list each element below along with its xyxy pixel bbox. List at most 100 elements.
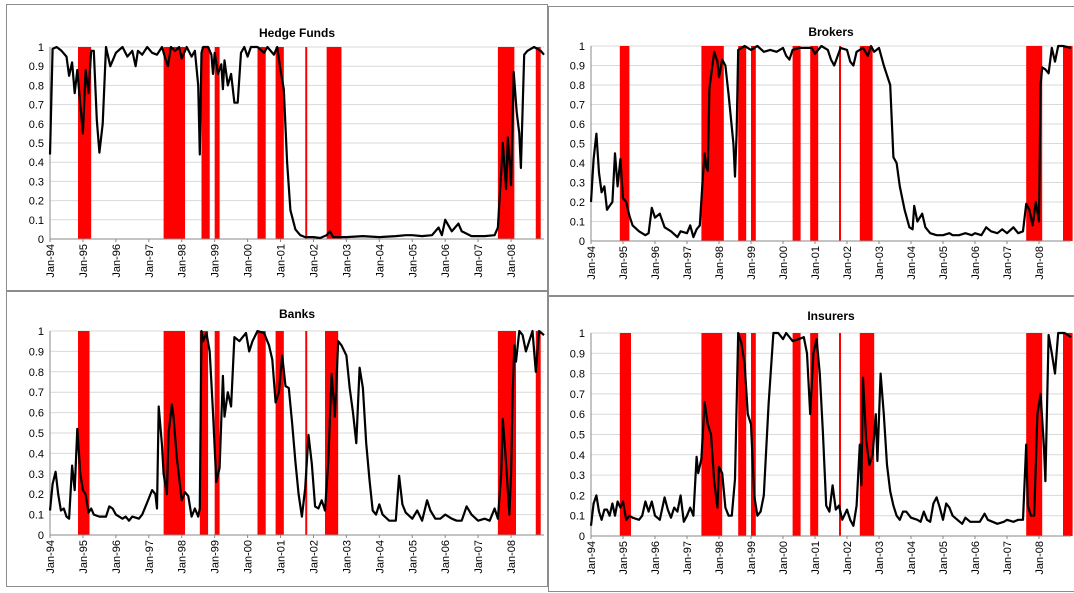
insurers-crisis-shading bbox=[1026, 333, 1043, 536]
banks-y-tick-label: 0.1 bbox=[29, 510, 44, 522]
brokers-crisis-shading bbox=[619, 46, 630, 241]
insurers-chart-title: Insurers bbox=[807, 309, 855, 323]
banks-x-tick-label: Jan-04 bbox=[374, 540, 386, 574]
banks-y-tick-label: 0.7 bbox=[29, 387, 44, 399]
banks-x-tick-label: Jan-06 bbox=[440, 540, 452, 574]
hedge-funds-crisis-shading bbox=[257, 47, 266, 239]
insurers-x-tick-label: Jan-02 bbox=[842, 541, 854, 575]
brokers-x-tick-label: Jan-98 bbox=[714, 246, 726, 280]
insurers-x-tick-label: Jan-94 bbox=[586, 541, 598, 575]
hedge-funds-crisis-shading bbox=[201, 47, 210, 239]
hedge-funds-x-tick-label: Jan-02 bbox=[308, 244, 320, 278]
hedge-funds-x-tick-label: Jan-00 bbox=[243, 244, 255, 278]
insurers-x-tick-label: Jan-04 bbox=[906, 541, 918, 575]
brokers-x-tick-label: Jan-03 bbox=[874, 246, 886, 280]
banks-y-tick-label: 1 bbox=[38, 326, 44, 338]
hedge-funds-x-tick-label: Jan-97 bbox=[144, 244, 156, 278]
banks-crisis-shading bbox=[324, 331, 339, 535]
hedge-funds-y-tick-label: 0.2 bbox=[29, 196, 44, 208]
banks-crisis-shading bbox=[305, 331, 308, 535]
banks-x-tick-label: Jan-08 bbox=[506, 540, 518, 574]
hedge-funds-y-tick-label: 0.5 bbox=[29, 138, 44, 150]
banks-x-tick-label: Jan-02 bbox=[308, 540, 320, 574]
brokers-x-tick-label: Jan-96 bbox=[650, 246, 662, 280]
insurers-x-tick-label: Jan-00 bbox=[778, 541, 790, 575]
brokers-x-tick-label: Jan-01 bbox=[810, 246, 822, 280]
chart-svg-hedge-funds: Hedge Funds 0 0.1 0.2 0.3 0.4 0.5 0.6 0.7 0.8 0.9 1… bbox=[29, 26, 545, 278]
brokers-x-tick-label: Jan-99 bbox=[746, 246, 758, 280]
brokers-crisis-shading bbox=[859, 46, 873, 241]
hedge-funds-x-tick-label: Jan-95 bbox=[78, 244, 90, 278]
banks-x-tick-label: Jan-96 bbox=[111, 540, 123, 574]
hedge-funds-x-tick-label: Jan-03 bbox=[341, 244, 353, 278]
hedge-funds-y-tick-label: 0 bbox=[38, 234, 44, 246]
banks-x-tick-label: Jan-94 bbox=[45, 540, 57, 574]
insurers-y-tick-label: 0.1 bbox=[570, 511, 585, 523]
brokers-x-tick-label: Jan-07 bbox=[1002, 246, 1014, 280]
brokers-x-tick-label: Jan-94 bbox=[586, 246, 598, 280]
brokers-y-tick-label: 0.9 bbox=[570, 61, 585, 73]
hedge-funds-x-tick-label: Jan-04 bbox=[374, 244, 386, 278]
banks-crisis-shading bbox=[535, 331, 541, 535]
hedge-funds-y-tick-label: 0.9 bbox=[29, 61, 44, 73]
insurers-y-tick-label: 1 bbox=[579, 328, 585, 340]
banks-x-tick-label: Jan-97 bbox=[144, 540, 156, 574]
banks-x-tick-label: Jan-01 bbox=[276, 540, 288, 574]
hedge-funds-crisis-shading bbox=[163, 47, 186, 239]
hedge-funds-crisis-shading bbox=[326, 47, 342, 239]
banks-chart-title: Banks bbox=[279, 307, 315, 321]
insurers-crisis-shading bbox=[839, 333, 841, 536]
chart-panel-hedge-funds: Hedge Funds 0 0.1 0.2 0.3 0.4 0.5 0.6 0.7 0.8 0.9 1… bbox=[6, 4, 548, 291]
hedge-funds-x-tick-label: Jan-06 bbox=[440, 244, 452, 278]
hedge-funds-y-tick-label: 0.8 bbox=[29, 80, 44, 92]
hedge-funds-x-tick-label: Jan-98 bbox=[177, 244, 189, 278]
chart-svg-insurers: Insurers 0 0.1 0.2 0.3 0.4 0.5 0.6 0.7 0.8 0.9 1 Jan… bbox=[570, 309, 1073, 575]
banks-x-tick-label: Jan-05 bbox=[407, 540, 419, 574]
brokers-y-tick-label: 0.1 bbox=[570, 217, 585, 229]
hedge-funds-crisis-shading bbox=[275, 47, 284, 239]
brokers-x-tick-label: Jan-04 bbox=[906, 246, 918, 280]
brokers-y-tick-label: 0.6 bbox=[570, 119, 585, 131]
brokers-y-tick-label: 0.8 bbox=[570, 80, 585, 92]
hedge-funds-x-tick-label: Jan-96 bbox=[111, 244, 123, 278]
insurers-x-tick-label: Jan-06 bbox=[970, 541, 982, 575]
insurers-y-tick-label: 0.5 bbox=[570, 430, 585, 442]
brokers-x-tick-label: Jan-00 bbox=[778, 246, 790, 280]
insurers-x-tick-label: Jan-97 bbox=[682, 541, 694, 575]
hedge-funds-crisis-shading bbox=[305, 47, 308, 239]
hedge-funds-x-tick-label: Jan-08 bbox=[506, 244, 518, 278]
hedge-funds-y-tick-label: 0.7 bbox=[29, 100, 44, 112]
hedge-funds-y-tick-label: 0.3 bbox=[29, 176, 44, 188]
insurers-x-tick-label: Jan-98 bbox=[714, 541, 726, 575]
hedge-funds-chart-title: Hedge Funds bbox=[259, 26, 335, 40]
brokers-y-tick-label: 0 bbox=[579, 236, 585, 248]
banks-series-line bbox=[48, 329, 545, 522]
insurers-series-line bbox=[589, 331, 1072, 527]
insurers-crisis-shading bbox=[619, 333, 631, 536]
brokers-x-tick-label: Jan-97 bbox=[682, 246, 694, 280]
insurers-x-tick-label: Jan-08 bbox=[1034, 541, 1046, 575]
insurers-y-tick-label: 0 bbox=[579, 531, 585, 543]
banks-crisis-shading bbox=[199, 331, 209, 535]
insurers-y-tick-label: 0.9 bbox=[570, 348, 585, 360]
insurers-y-tick-label: 0.4 bbox=[570, 450, 585, 462]
hedge-funds-x-tick-label: Jan-94 bbox=[45, 244, 57, 278]
insurers-x-tick-label: Jan-99 bbox=[746, 541, 758, 575]
brokers-chart-title: Brokers bbox=[808, 25, 854, 39]
hedge-funds-crisis-shading bbox=[214, 47, 220, 239]
banks-y-tick-label: 0.8 bbox=[29, 367, 44, 379]
banks-y-tick-label: 0.3 bbox=[29, 469, 44, 481]
chart-panel-brokers: Brokers 0 0.1 0.2 0.3 0.4 0.5 0.6 0.7 0.8 0.9 1 Jan-… bbox=[548, 6, 1074, 296]
insurers-crisis-shading bbox=[751, 333, 756, 536]
insurers-x-tick-label: Jan-05 bbox=[938, 541, 950, 575]
banks-x-tick-label: Jan-99 bbox=[210, 540, 222, 574]
hedge-funds-x-tick-label: Jan-01 bbox=[276, 244, 288, 278]
hedge-funds-x-tick-label: Jan-07 bbox=[473, 244, 485, 278]
hedge-funds-x-tick-label: Jan-05 bbox=[407, 244, 419, 278]
insurers-crisis-shading bbox=[1063, 333, 1073, 536]
brokers-series-line bbox=[589, 44, 1072, 239]
insurers-x-tick-label: Jan-96 bbox=[650, 541, 662, 575]
brokers-crisis-shading bbox=[839, 46, 841, 241]
chart-panel-insurers: Insurers 0 0.1 0.2 0.3 0.4 0.5 0.6 0.7 0.8 0.9 1 Jan… bbox=[548, 296, 1074, 592]
insurers-y-tick-label: 0.2 bbox=[570, 490, 585, 502]
